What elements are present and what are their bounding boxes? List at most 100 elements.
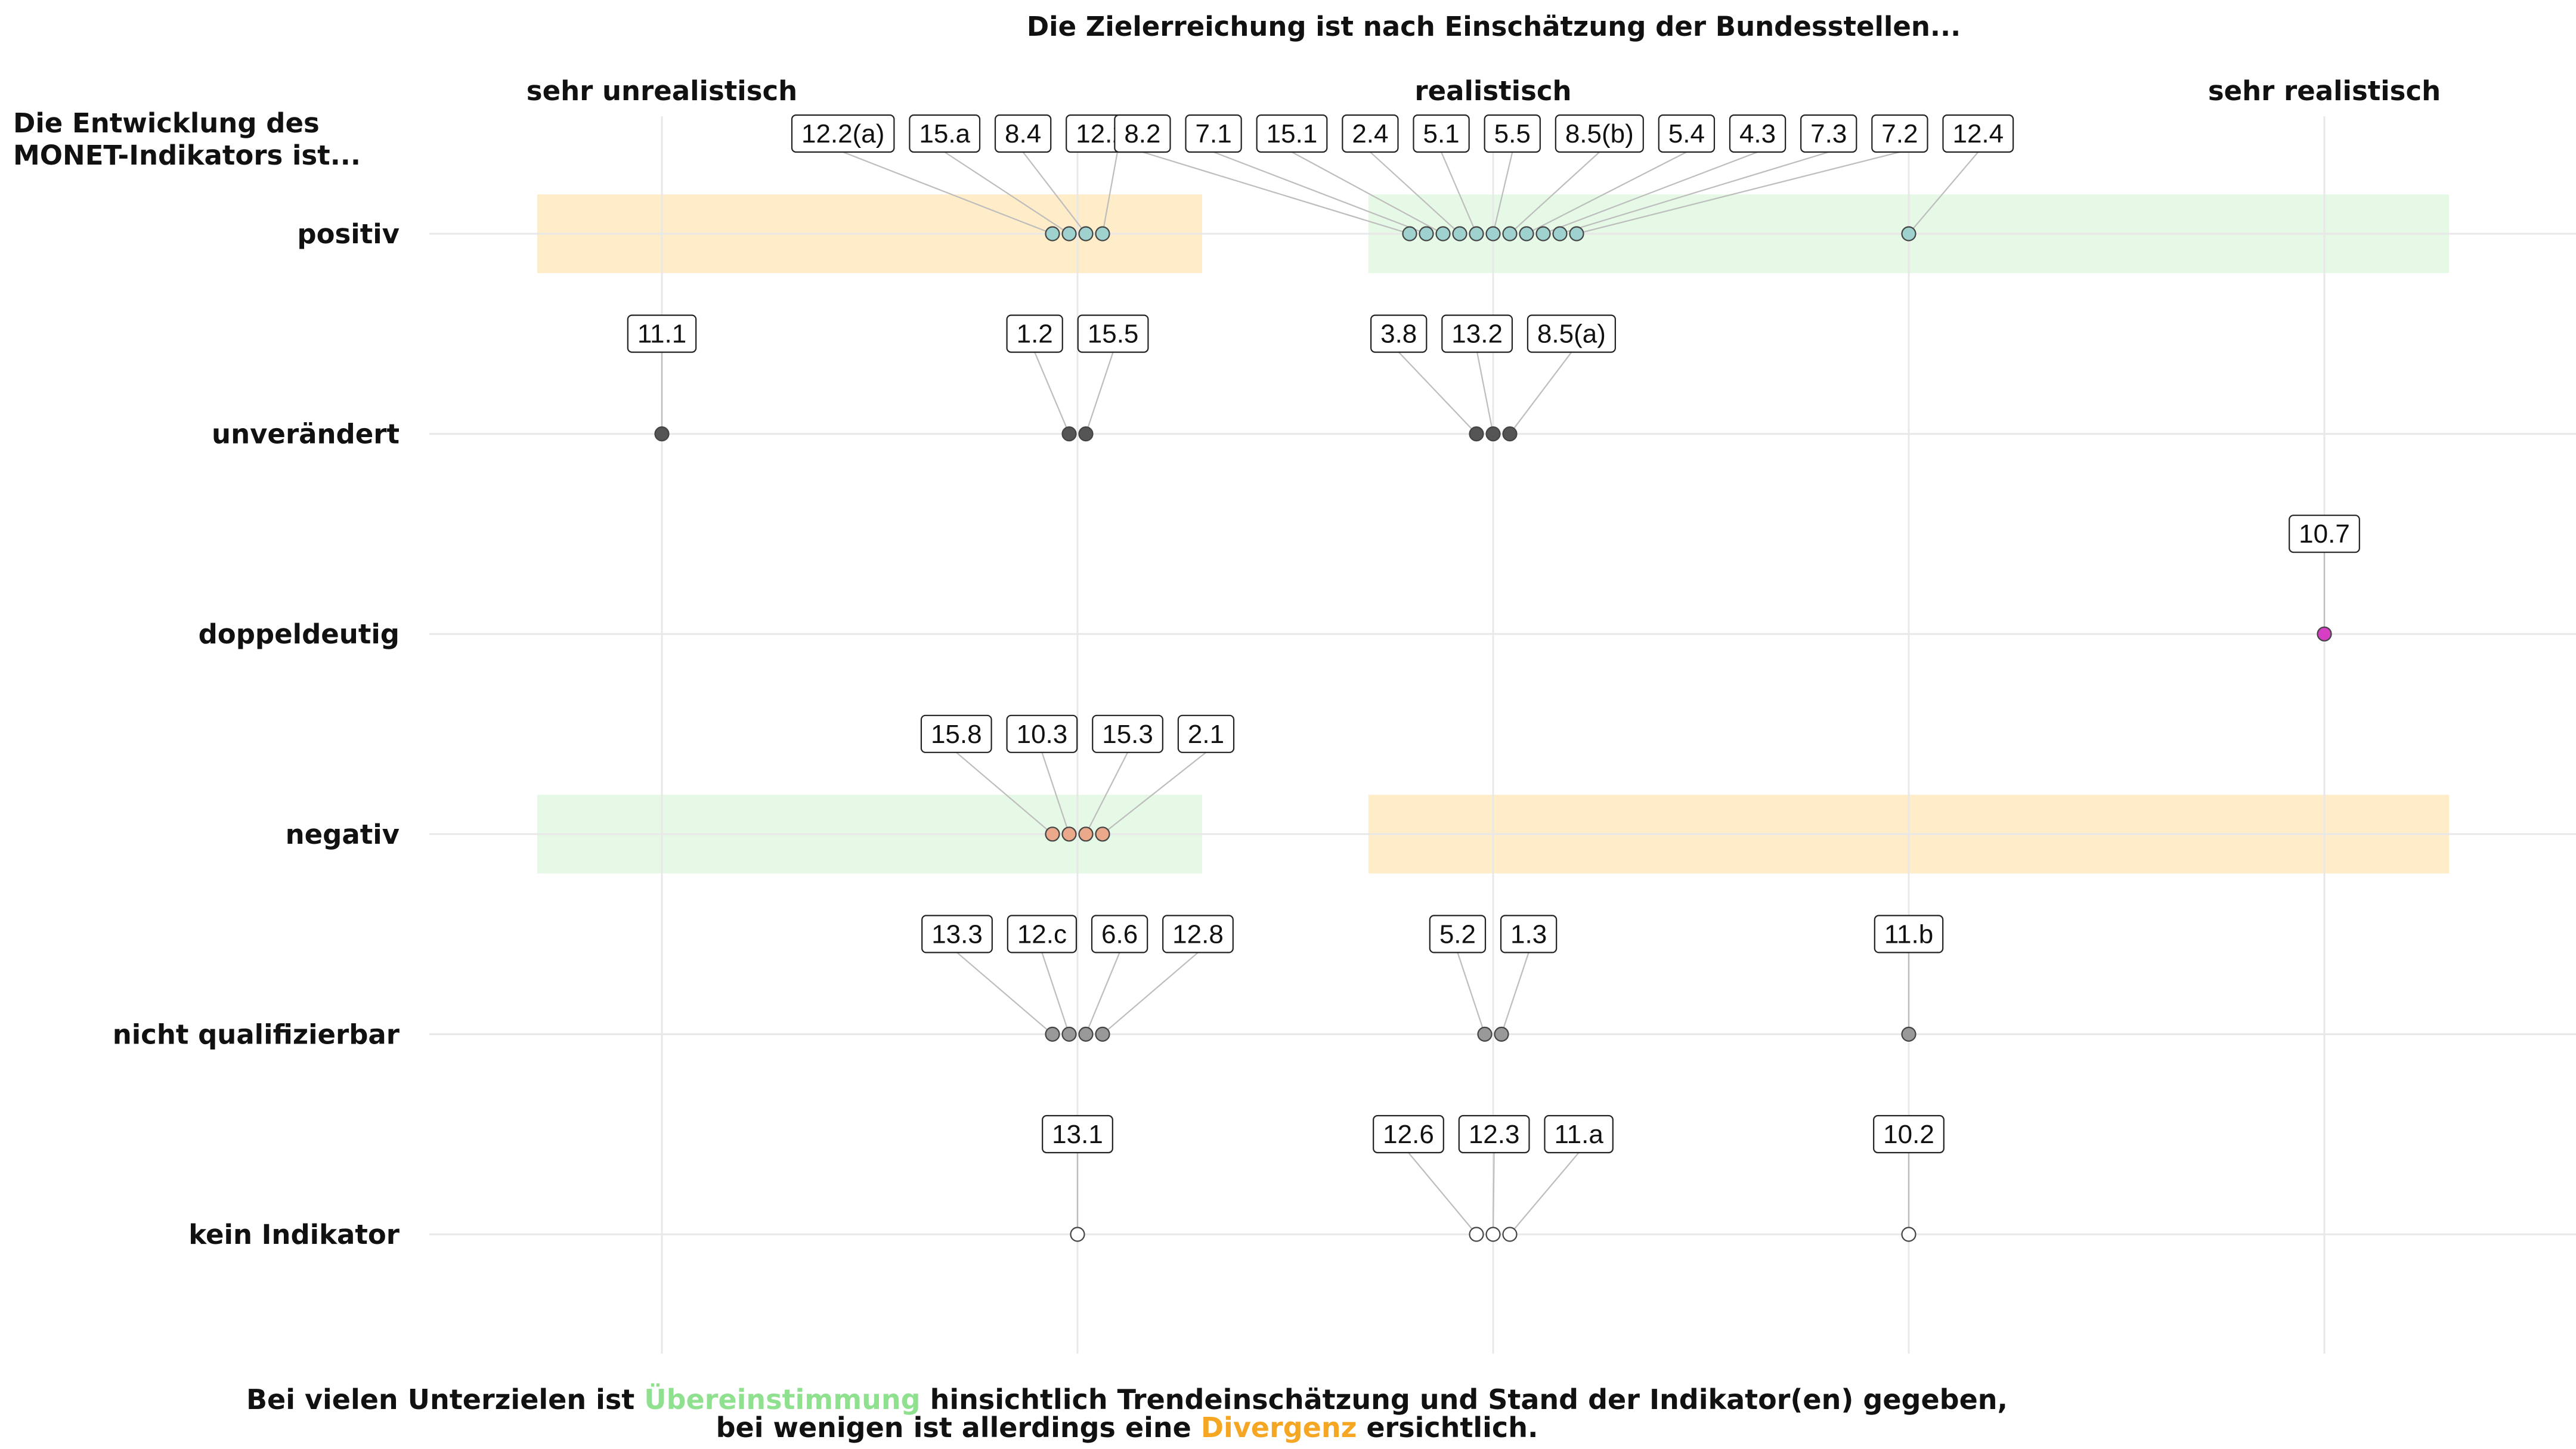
point-label-6-6: 6.6 xyxy=(1101,919,1138,949)
label-box-5-2 xyxy=(1429,915,1487,953)
point-8-5-b xyxy=(1502,226,1518,242)
leader-line-8-2 xyxy=(1142,151,1410,235)
point-15-5 xyxy=(1078,426,1094,442)
caption-1-before: Bei vielen Unterzielen ist xyxy=(246,1383,644,1416)
leader-lines xyxy=(661,151,2326,1235)
leader-line-8-4 xyxy=(1022,151,1086,234)
label-box-1-3 xyxy=(1500,915,1558,953)
point-label-12-2-a: 12.2(a) xyxy=(801,119,884,148)
label-box-12-3 xyxy=(1458,1114,1530,1154)
point-7-2 xyxy=(1569,226,1584,242)
label-box-12-c xyxy=(1007,915,1078,953)
point-2-1 xyxy=(1095,826,1110,842)
label-box-4-3 xyxy=(1729,114,1787,153)
point-label-5-4: 5.4 xyxy=(1668,119,1705,148)
point-12-2-a xyxy=(1045,226,1060,242)
point-12-c xyxy=(1061,1026,1077,1042)
leader-line-4-3 xyxy=(1543,151,1758,235)
label-box-5-1 xyxy=(1413,114,1470,153)
y-tick-label-unveraendert: unverändert xyxy=(212,419,400,450)
label-box-10-2 xyxy=(1873,1114,1945,1154)
point-15-1 xyxy=(1435,226,1451,242)
leader-line-1-3 xyxy=(1500,952,1530,1035)
point-5-1 xyxy=(1469,226,1484,242)
leader-line-12-2-b xyxy=(1101,151,1119,234)
point-11-b xyxy=(1901,1026,1916,1042)
label-box-12-2-a xyxy=(791,114,895,153)
label-box-8-5-a xyxy=(1527,314,1616,353)
point-label-7-3: 7.3 xyxy=(1810,119,1847,148)
point-label-3-8: 3.8 xyxy=(1380,320,1417,349)
point-12-3 xyxy=(1485,1227,1501,1242)
leader-line-1-2 xyxy=(1034,352,1070,435)
point-label-15-1: 15.1 xyxy=(1267,119,1318,148)
label-box-5-4 xyxy=(1658,114,1716,153)
label-box-11-b xyxy=(1874,915,1944,953)
point-11-1 xyxy=(654,426,670,442)
label-box-5-5 xyxy=(1484,114,1541,153)
leader-line-5-2 xyxy=(1457,952,1486,1035)
point-label-2-4: 2.4 xyxy=(1352,119,1388,148)
point-label-5-5: 5.5 xyxy=(1494,119,1531,148)
leader-line-15-3 xyxy=(1085,752,1129,835)
label-box-11-1 xyxy=(627,314,697,353)
point-label-7-1: 7.1 xyxy=(1196,119,1232,148)
point-label-5-1: 5.1 xyxy=(1423,119,1459,148)
leader-line-5-5 xyxy=(1492,151,1513,234)
label-box-6-6 xyxy=(1091,915,1148,953)
label-box-15-a xyxy=(909,114,981,153)
point-12-8 xyxy=(1095,1026,1110,1042)
leader-line-5-4 xyxy=(1526,151,1687,234)
point-label-5-2: 5.2 xyxy=(1439,919,1476,949)
point-label-10-2: 10.2 xyxy=(1883,1120,1934,1149)
point-label-8-2: 8.2 xyxy=(1124,119,1160,148)
caption-1-after: hinsichtlich Trendeinschätzung und Stand… xyxy=(921,1383,2008,1416)
label-box-3-8 xyxy=(1370,314,1428,353)
y-tick-label-nicht-qualifizierbar: nicht qualifizierbar xyxy=(113,1018,400,1050)
point-5-2 xyxy=(1477,1026,1493,1042)
label-box-10-3 xyxy=(1006,714,1078,753)
leader-line-12-2-a xyxy=(843,151,1053,235)
point-label-8-4: 8.4 xyxy=(1005,119,1041,148)
point-8-5-a xyxy=(1502,426,1518,442)
point-label-15-3: 15.3 xyxy=(1102,720,1153,749)
point-label-11-b: 11.b xyxy=(1884,919,1933,949)
label-box-15-3 xyxy=(1092,714,1163,753)
point-label-1-3: 1.3 xyxy=(1510,919,1547,949)
label-box-2-4 xyxy=(1342,114,1399,153)
point-11-a xyxy=(1502,1227,1518,1242)
x-tick-label-sehr-realistisch: sehr realistisch xyxy=(2208,75,2441,107)
leader-line-12-6 xyxy=(1408,1152,1477,1235)
label-box-8-5-b xyxy=(1555,114,1644,153)
y-tick-label-positiv: positiv xyxy=(297,218,400,250)
leader-line-12-c xyxy=(1041,952,1070,1035)
label-box-15-1 xyxy=(1256,114,1328,153)
point-10-2 xyxy=(1901,1227,1916,1242)
leader-line-15-5 xyxy=(1085,352,1114,434)
point-label-8-5-b: 8.5(b) xyxy=(1565,119,1634,148)
chart-title: Die Zielerreichung ist nach Einschätzung… xyxy=(1027,11,1961,42)
leader-line-15-a xyxy=(944,151,1070,234)
point-label-12-3: 12.3 xyxy=(1469,1120,1520,1149)
leader-line-8-5-a xyxy=(1509,351,1572,435)
point-10-3 xyxy=(1061,826,1077,842)
point-2-4 xyxy=(1452,226,1467,242)
point-7-1 xyxy=(1419,226,1434,242)
point-8-2 xyxy=(1402,226,1417,242)
caption-line-2: bei wenigen ist allerdings eine Divergen… xyxy=(716,1411,1538,1444)
point-1-3 xyxy=(1494,1026,1509,1042)
point-12-4 xyxy=(1901,226,1916,242)
leader-line-2-4 xyxy=(1370,151,1460,234)
leader-line-15-1 xyxy=(1291,151,1444,234)
point-label-12-4: 12.4 xyxy=(1952,119,2004,148)
point-label-13-1: 13.1 xyxy=(1052,1120,1103,1149)
y-axis-title-line-1: Die Entwicklung des xyxy=(13,107,320,139)
point-label-10-3: 10.3 xyxy=(1017,720,1068,749)
label-box-8-4 xyxy=(994,114,1052,153)
point-label-13-3: 13.3 xyxy=(931,919,983,949)
x-tick-label-sehr-unrealistisch: sehr unrealistisch xyxy=(527,75,797,107)
label-box-11-a xyxy=(1544,1114,1614,1154)
leader-line-11-a xyxy=(1509,1152,1580,1235)
leader-line-2-1 xyxy=(1102,751,1207,835)
point-label-15-8: 15.8 xyxy=(931,720,982,749)
